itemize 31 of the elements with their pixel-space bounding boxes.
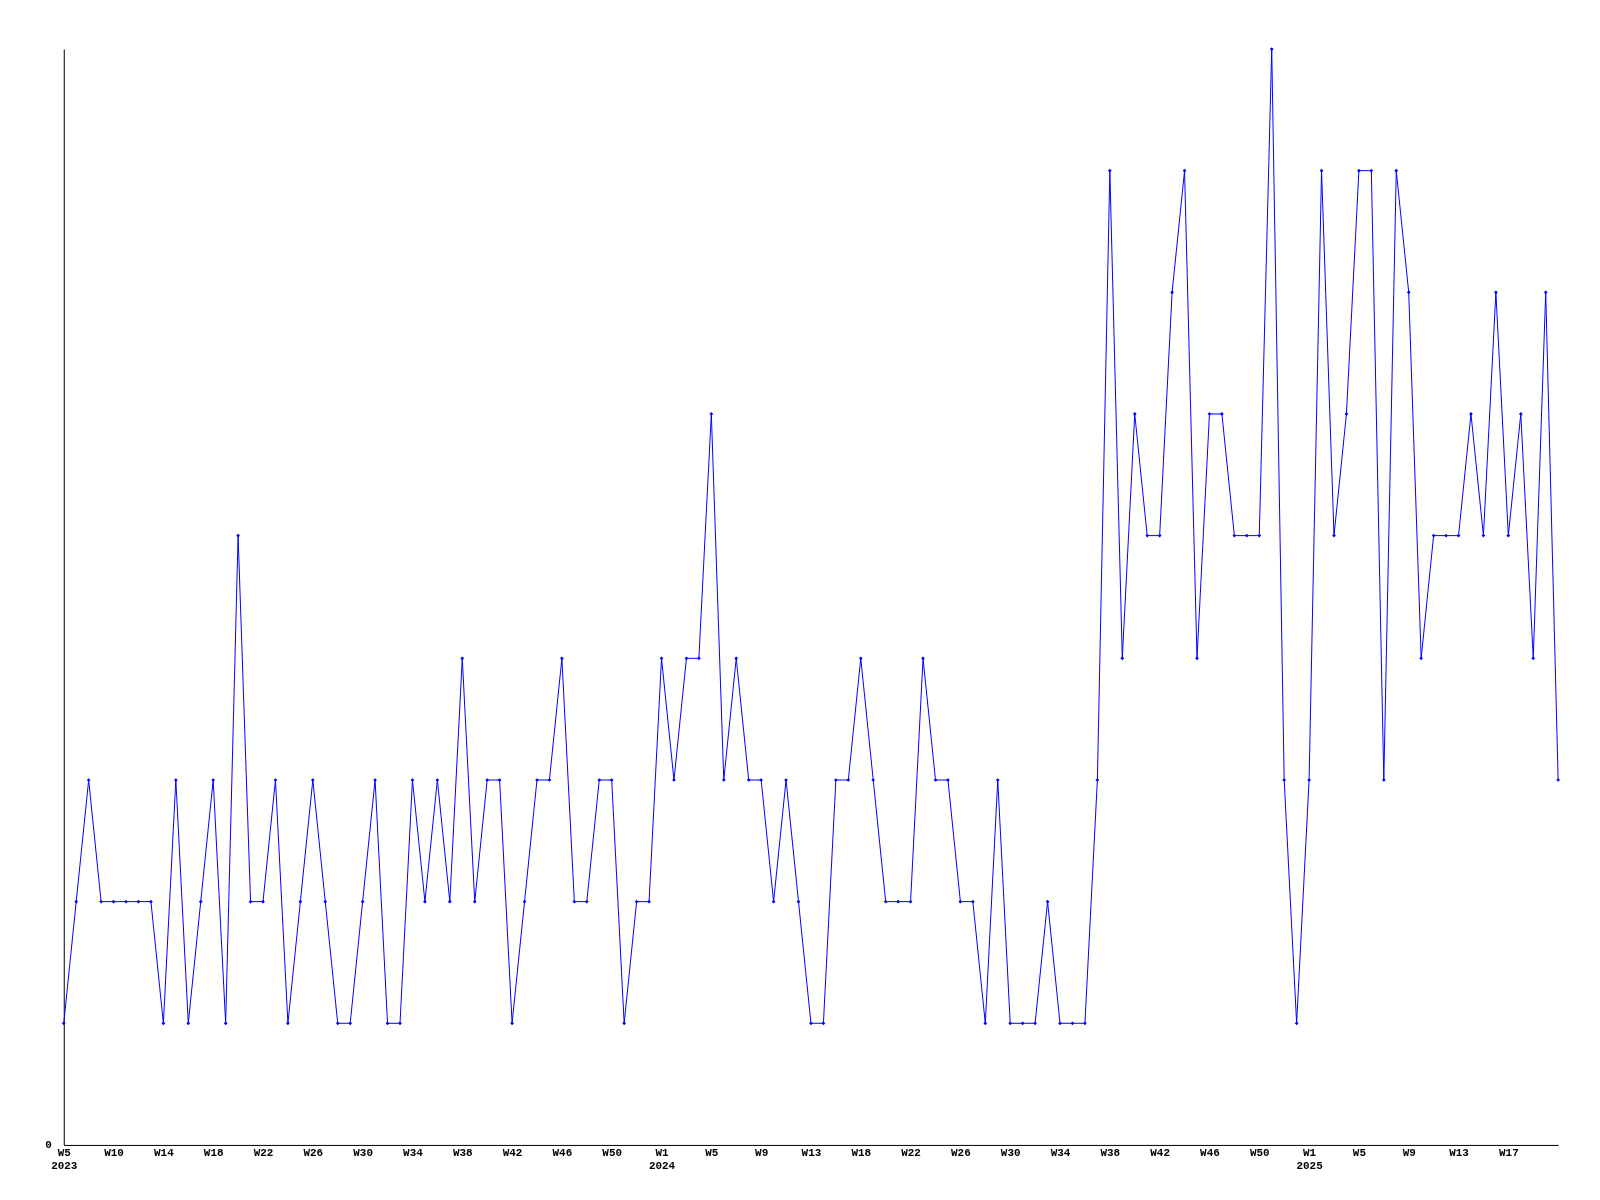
x-tick-label: W50 — [1249, 1147, 1270, 1160]
x-tick-label: W26 — [951, 1147, 971, 1160]
x-tick-label: W38 — [1100, 1147, 1121, 1160]
x-tick-label: W50 — [602, 1147, 623, 1160]
x-tick-label: W26 — [303, 1147, 324, 1160]
x-tick-label: W14 — [154, 1147, 175, 1160]
x-tick-label: W1 2024 — [648, 1147, 676, 1173]
x-tick-label: W10 — [104, 1147, 124, 1160]
text: 0 — [45, 1138, 52, 1151]
x-tick-label: W1 2025 — [1296, 1147, 1323, 1173]
x-tick-label: W46 — [1200, 1147, 1220, 1160]
x-tick-label: W34 — [403, 1147, 424, 1160]
x-tick-label: W17 — [1498, 1147, 1519, 1160]
x-tick-label: W30 — [1000, 1147, 1021, 1160]
x-tick-label: W46 — [552, 1147, 573, 1160]
x-tick-label: W5 2023 — [51, 1147, 78, 1173]
x-tick-label: W30 — [353, 1147, 373, 1160]
x-tick-label: W38 — [452, 1147, 473, 1160]
x-tick-label: W13 — [801, 1147, 822, 1160]
x-tick-label: W22 — [253, 1147, 274, 1160]
x-tick-label: W34 — [1050, 1147, 1071, 1160]
x-tick-label: W5 — [1352, 1147, 1366, 1160]
x-tick-label: W42 — [1150, 1147, 1170, 1160]
x-tick-label: W22 — [901, 1147, 921, 1160]
x-tick-label: W9 — [1402, 1147, 1416, 1160]
x-tick-label: W42 — [502, 1147, 523, 1160]
x-tick-label: W18 — [203, 1147, 224, 1160]
x-tick-label: W18 — [851, 1147, 872, 1160]
x-tick-label: W13 — [1449, 1147, 1470, 1160]
x-tick-label: W5 — [705, 1147, 719, 1160]
x-tick-label: W9 — [755, 1147, 769, 1160]
